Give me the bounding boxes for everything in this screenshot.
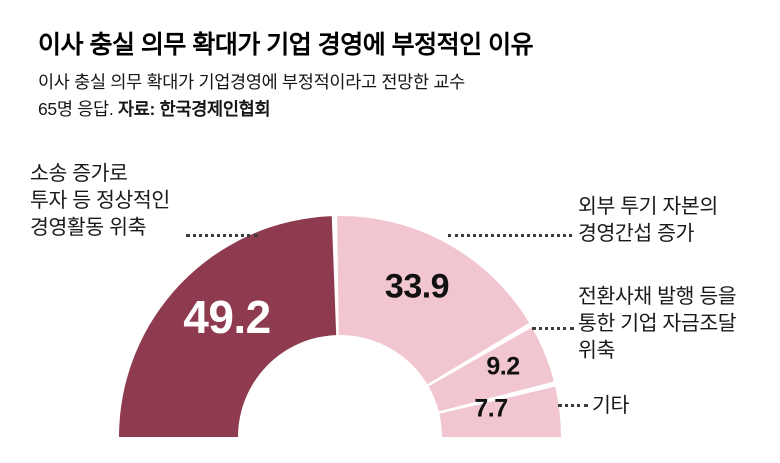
segment-label-litigation: 소송 증가로 투자 등 정상적인 경영활동 위축: [30, 160, 170, 241]
donut-segment-0: [119, 216, 337, 437]
segment-label-line: 경영간섭 증가: [578, 222, 695, 245]
chart-subtitle: 이사 충실 의무 확대가 기업경영에 부정적이라고 전망한 교수 65명 응답.…: [38, 69, 465, 123]
segment-label-line: 외부 투기 자본의: [578, 195, 718, 218]
value-label-speculation: 33.9: [384, 267, 450, 306]
donut-segment-3: [439, 386, 561, 437]
segment-label-financing: 전환사채 발행 등을 통한 기업 자금조달 위축: [578, 283, 737, 364]
donut-segment-2: [428, 327, 554, 412]
subtitle-respondents: 65명 응답.: [38, 99, 114, 119]
donut-segment-1: [337, 216, 530, 385]
segment-label-line: 투자 등 정상적인: [30, 189, 170, 212]
subtitle-line2: 65명 응답. 자료: 한국경제인협회: [38, 96, 465, 123]
value-label-etc: 7.7: [474, 394, 508, 423]
page-title: 이사 충실 의무 확대가 기업 경영에 부정적인 이유: [38, 31, 534, 59]
subtitle-source: 자료: 한국경제인협회: [117, 99, 271, 119]
segment-label-line: 위축: [578, 339, 615, 362]
segment-label-line: 경영활동 위축: [30, 216, 147, 239]
value-label-litigation: 49.2: [183, 291, 271, 343]
subtitle-line1: 이사 충실 의무 확대가 기업경영에 부정적이라고 전망한 교수: [38, 72, 465, 92]
value-label-financing: 9.2: [486, 352, 520, 381]
leader-line-speculation: [448, 234, 572, 237]
segment-label-line: 전환사채 발행 등을: [578, 285, 737, 308]
segment-label-speculation: 외부 투기 자본의 경영간섭 증가: [578, 193, 718, 247]
segment-label-line: 통한 기업 자금조달: [578, 312, 737, 335]
leader-line-financing: [532, 327, 574, 330]
segment-label-etc: 기타: [592, 394, 629, 417]
leader-line-etc: [558, 404, 588, 407]
leader-line-litigation: [186, 234, 258, 237]
segment-label-line: 소송 증가로: [30, 162, 128, 185]
